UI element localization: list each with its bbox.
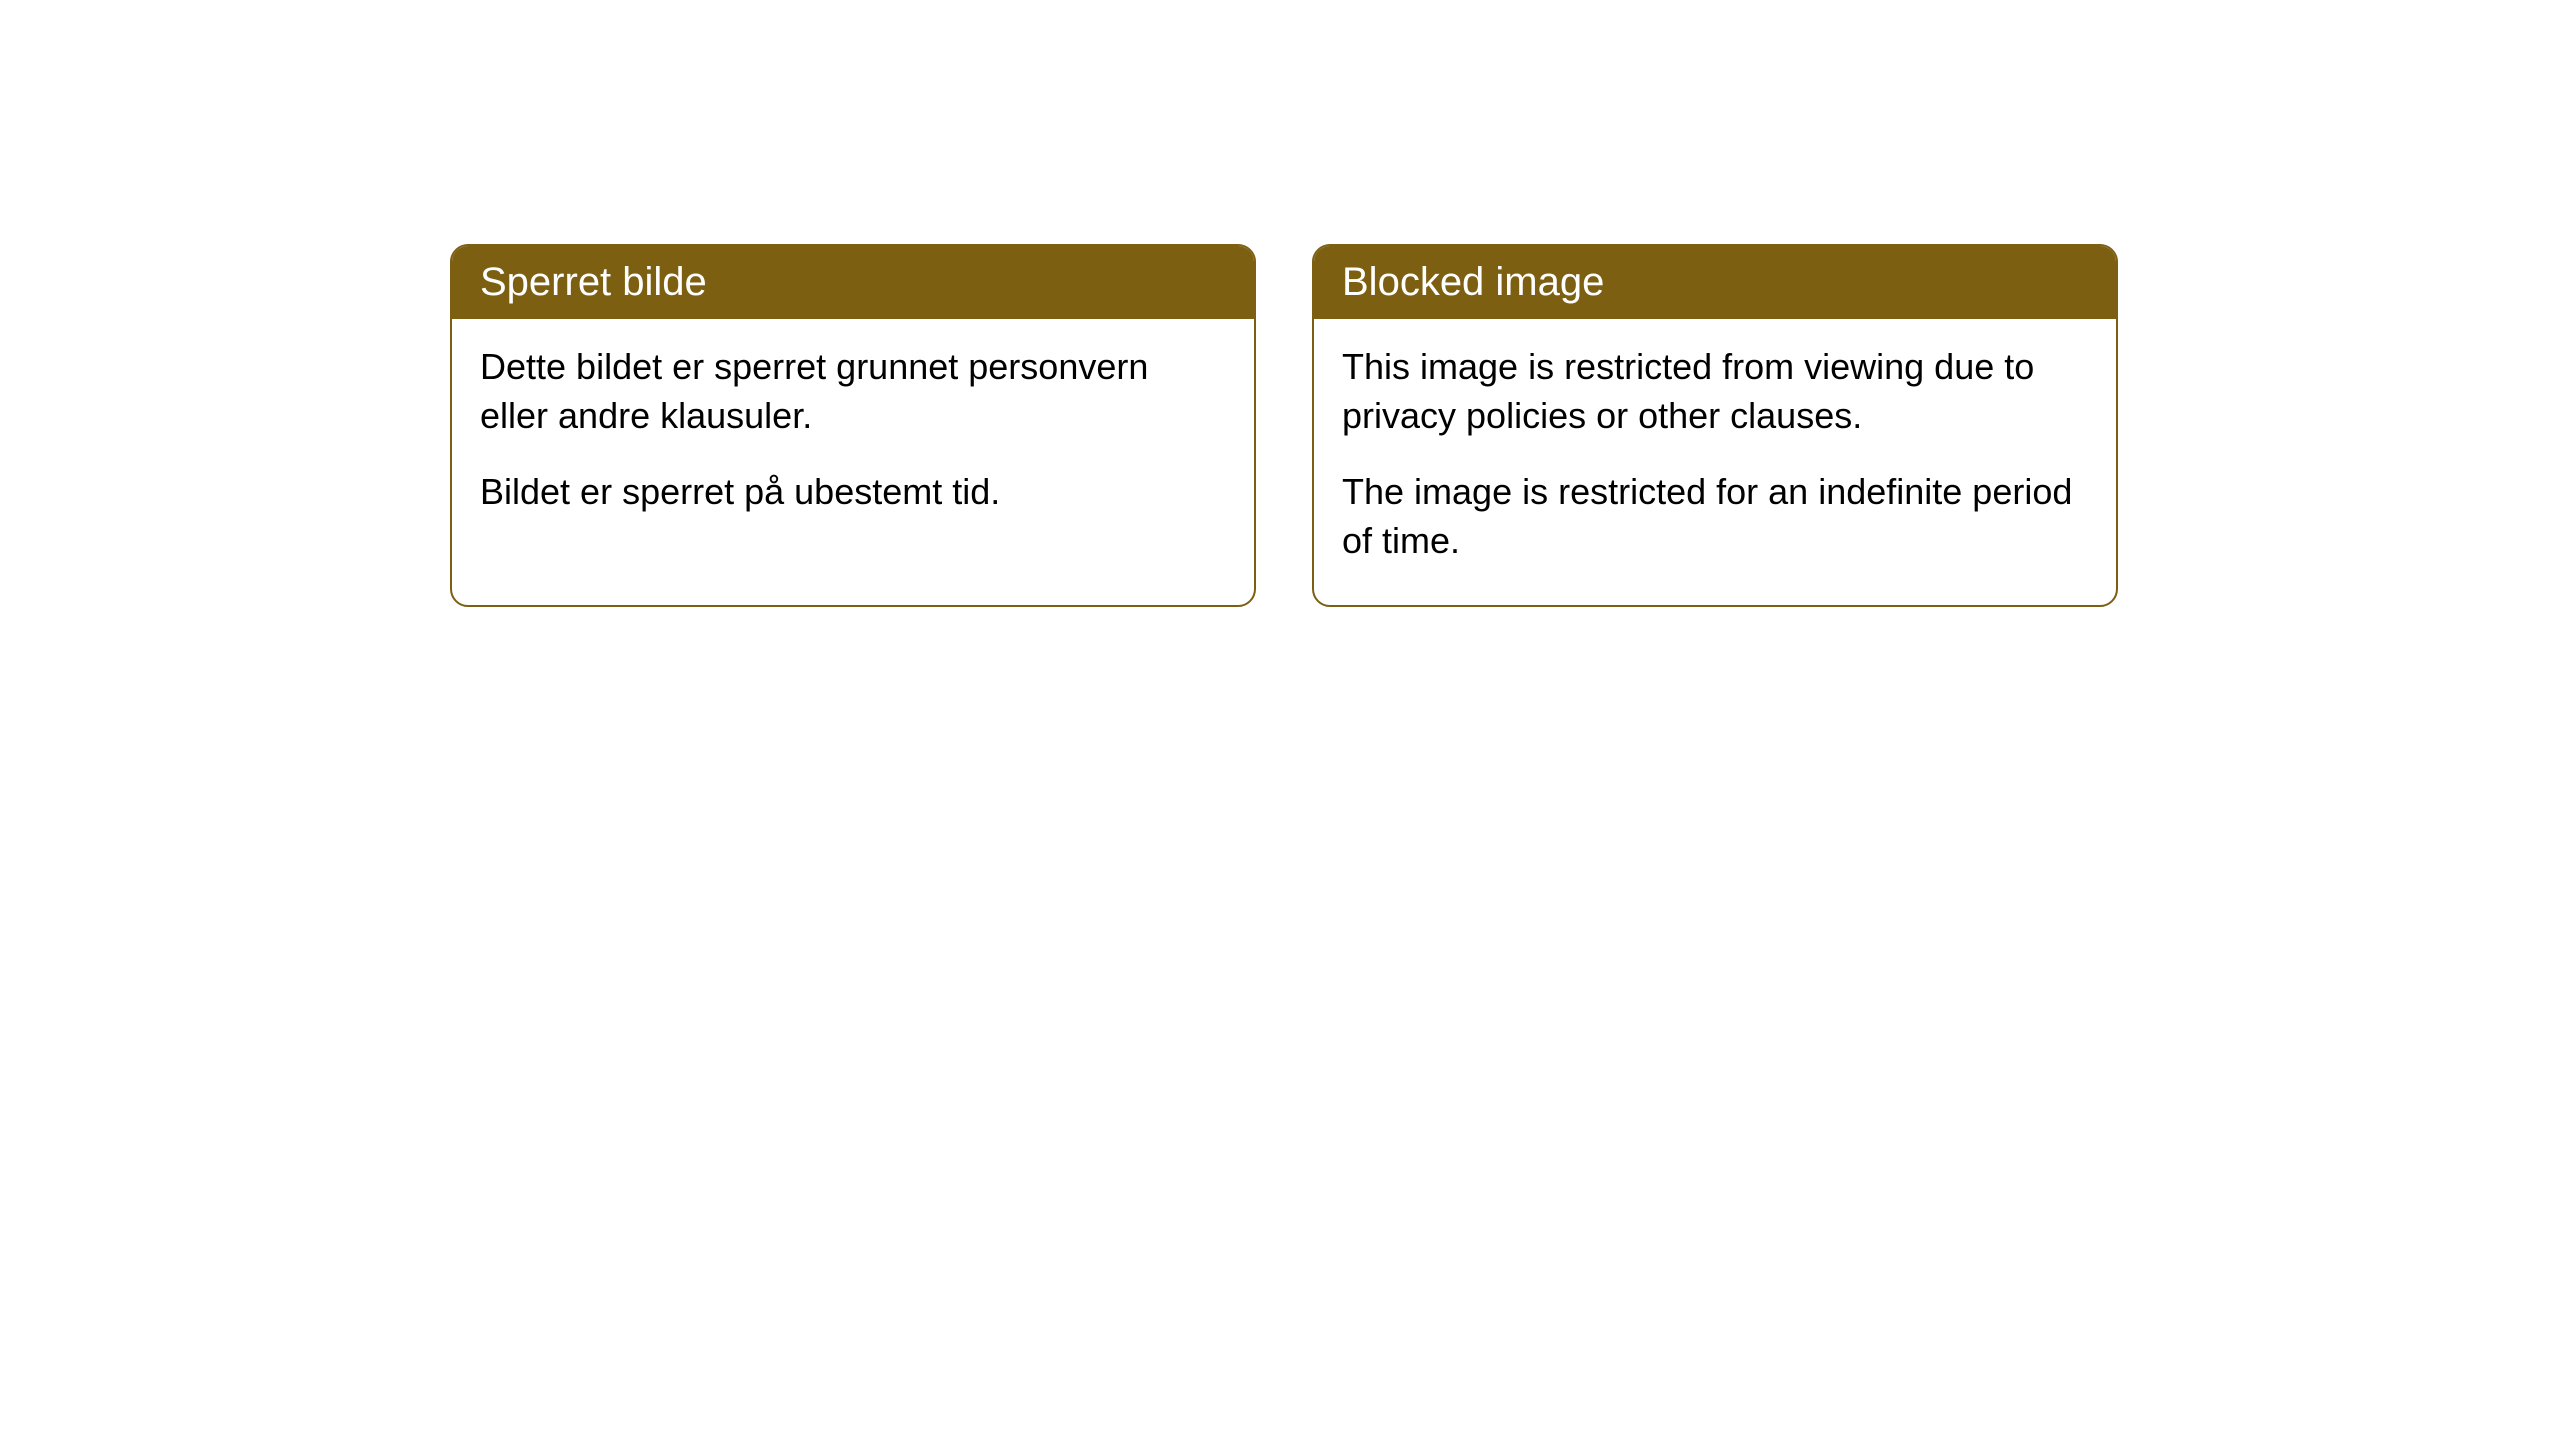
- card-paragraph: Dette bildet er sperret grunnet personve…: [480, 343, 1226, 440]
- notice-card-norwegian: Sperret bilde Dette bildet er sperret gr…: [450, 244, 1256, 607]
- card-header: Blocked image: [1314, 246, 2116, 319]
- card-paragraph: The image is restricted for an indefinit…: [1342, 468, 2088, 565]
- card-title: Sperret bilde: [480, 260, 707, 304]
- card-body: This image is restricted from viewing du…: [1314, 319, 2116, 605]
- card-title: Blocked image: [1342, 260, 1604, 304]
- card-body: Dette bildet er sperret grunnet personve…: [452, 319, 1254, 557]
- card-paragraph: Bildet er sperret på ubestemt tid.: [480, 468, 1226, 517]
- card-paragraph: This image is restricted from viewing du…: [1342, 343, 2088, 440]
- card-header: Sperret bilde: [452, 246, 1254, 319]
- notice-card-english: Blocked image This image is restricted f…: [1312, 244, 2118, 607]
- notice-cards-container: Sperret bilde Dette bildet er sperret gr…: [450, 244, 2118, 607]
